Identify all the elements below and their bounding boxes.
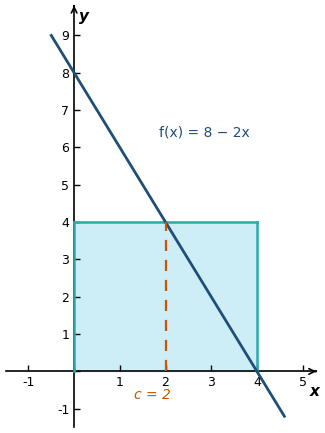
Text: f(x) = 8 − 2x: f(x) = 8 − 2x — [159, 126, 249, 139]
Text: x: x — [309, 385, 319, 400]
Text: y: y — [79, 9, 89, 24]
Text: c = 2: c = 2 — [134, 388, 171, 401]
